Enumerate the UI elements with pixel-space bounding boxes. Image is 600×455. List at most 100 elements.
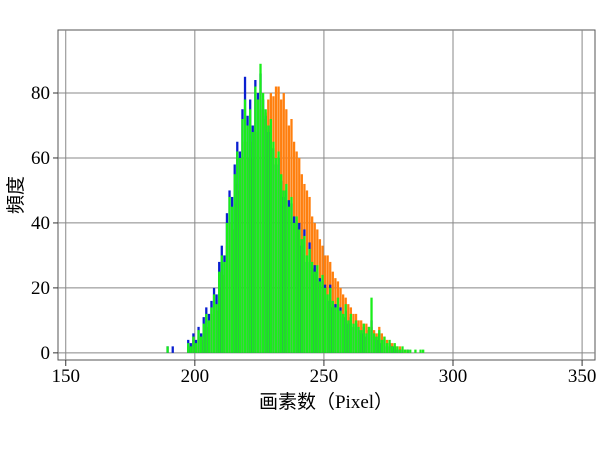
- histogram-bar: [189, 346, 192, 353]
- histogram-bar: [349, 313, 353, 353]
- histogram-bar: [388, 339, 391, 353]
- y-axis-label: 頻度: [5, 176, 27, 214]
- histogram-bar: [220, 255, 223, 353]
- histogram-bar: [380, 339, 383, 353]
- histogram-bar: [385, 343, 389, 353]
- histogram-bar: [403, 349, 407, 353]
- histogram-bar: [362, 323, 365, 353]
- histogram-bar: [241, 118, 244, 353]
- histogram-bar: [331, 300, 334, 353]
- histogram-bar: [372, 333, 376, 353]
- histogram-bar: [295, 216, 298, 353]
- histogram-bar: [378, 330, 381, 353]
- histogram-bar: [360, 330, 363, 353]
- histogram-bar: [285, 183, 288, 353]
- histogram-bar: [233, 174, 236, 353]
- histogram-bar: [212, 294, 216, 353]
- histogram-bar: [205, 313, 208, 353]
- histogram-bar: [199, 336, 203, 353]
- histogram-bar: [236, 151, 239, 353]
- x-tick-label: 150: [51, 366, 80, 387]
- y-tick-label: 60: [31, 148, 50, 169]
- histogram-bar: [207, 320, 211, 353]
- histogram-bar: [323, 287, 327, 353]
- histogram-bar: [300, 239, 303, 353]
- histogram-bar: [303, 235, 306, 353]
- histogram-bar: [367, 326, 371, 353]
- histogram-bar: [316, 265, 319, 353]
- histogram-bar: [218, 271, 221, 353]
- histogram-bar: [352, 323, 355, 353]
- histogram-bar: [406, 349, 409, 353]
- x-tick-label: 200: [181, 366, 210, 387]
- histogram-bar: [223, 261, 226, 353]
- histogram-bar: [401, 346, 404, 353]
- histogram-bar: [341, 313, 345, 353]
- histogram-bar: [336, 297, 340, 353]
- histogram-bar: [202, 323, 205, 353]
- histogram-bar: [243, 99, 247, 353]
- histogram-bar: [398, 349, 402, 353]
- histogram-bar: [422, 349, 425, 353]
- histogram-bar: [344, 304, 347, 353]
- histogram-bar: [249, 109, 252, 353]
- histogram-bar: [251, 131, 254, 353]
- histogram-bar: [339, 310, 342, 353]
- histogram-bar: [396, 346, 399, 353]
- histogram-bar: [321, 274, 324, 353]
- histogram-bar: [210, 307, 213, 353]
- histogram-bar: [329, 287, 332, 353]
- histogram-bar: [414, 349, 417, 353]
- histogram-bar: [409, 349, 412, 353]
- histogram-bar: [393, 343, 396, 353]
- x-axis-label: 画素数（Pixel）: [259, 391, 393, 413]
- histogram-bar: [228, 196, 231, 353]
- histogram-bar: [370, 297, 373, 353]
- histogram-bar: [277, 151, 280, 353]
- histogram-bar: [166, 346, 169, 353]
- histogram-bar: [238, 157, 242, 353]
- histogram-bar: [313, 271, 316, 353]
- histogram-bar: [194, 343, 198, 353]
- histogram-bar: [267, 125, 270, 353]
- histogram-bar: [269, 118, 272, 353]
- histogram-bar: [197, 330, 200, 353]
- histogram-bar: [308, 248, 311, 353]
- histogram-bar: [419, 349, 422, 353]
- histogram-bar: [357, 326, 360, 353]
- histogram-bar: [354, 320, 358, 353]
- histogram-bar: [305, 255, 309, 353]
- histogram-bar: [171, 346, 174, 353]
- histogram-bar: [230, 206, 234, 353]
- histogram-bar: [256, 99, 260, 353]
- x-tick-label: 300: [439, 366, 468, 387]
- histogram-bar: [254, 86, 257, 353]
- x-tick-label: 350: [568, 366, 597, 387]
- histogram-bar: [282, 190, 285, 353]
- histogram-bar: [287, 206, 291, 353]
- histogram-bar: [383, 336, 386, 353]
- histogram-bar: [274, 157, 278, 353]
- y-tick-label: 0: [41, 343, 51, 364]
- histogram-bar: [290, 196, 293, 353]
- histogram-bar: [347, 320, 350, 353]
- histogram-bar: [225, 222, 229, 353]
- histogram-bar: [261, 93, 265, 353]
- y-tick-label: 80: [31, 83, 50, 104]
- y-tick-label: 40: [31, 213, 50, 234]
- histogram-bar: [272, 141, 275, 353]
- histogram-bar: [318, 281, 322, 353]
- histogram-bar: [246, 125, 249, 353]
- histogram-bar: [187, 343, 190, 353]
- histogram-bar: [391, 346, 394, 353]
- histogram-bar: [298, 229, 301, 353]
- histogram-bar: [365, 333, 368, 353]
- histogram-bar: [375, 336, 378, 353]
- histogram-bar: [311, 261, 314, 353]
- histogram-bar: [334, 307, 337, 353]
- histogram-bar: [280, 174, 283, 353]
- histogram-bar: [292, 222, 296, 353]
- histogram-bar: [259, 63, 262, 353]
- x-tick-label: 250: [310, 366, 339, 387]
